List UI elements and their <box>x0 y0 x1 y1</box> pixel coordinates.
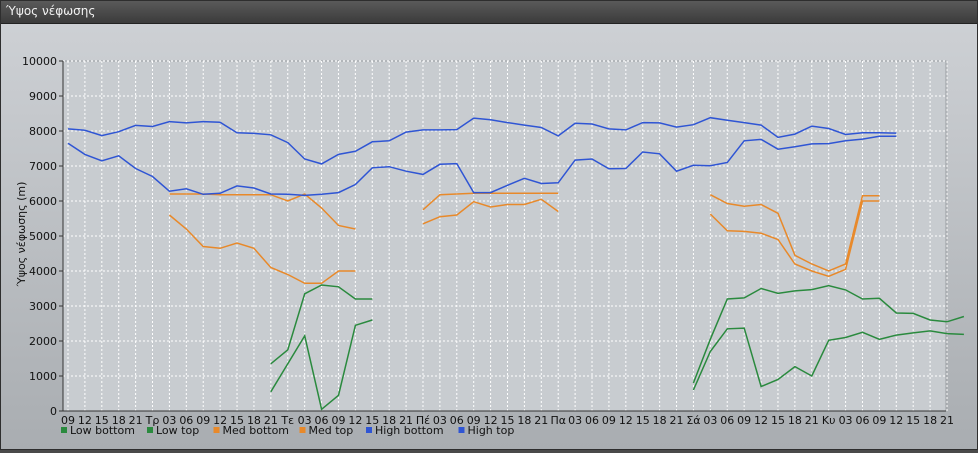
legend-swatch <box>458 427 465 433</box>
x-tick-label: 03 <box>703 414 717 427</box>
x-tick-label: 06 <box>179 414 193 427</box>
x-tick-label: 06 <box>585 414 599 427</box>
x-tick-label: 12 <box>213 414 227 427</box>
legend-swatch <box>366 427 372 433</box>
series-line-med-bottom <box>168 214 356 285</box>
x-tick-label: 06 <box>450 414 464 427</box>
x-tick-label: 21 <box>129 414 143 427</box>
series-line-low-top <box>270 319 373 411</box>
y-tick-label: 8000 <box>29 125 57 138</box>
x-tick-label: 21 <box>940 414 954 427</box>
x-tick-label: 12 <box>754 414 768 427</box>
cloud-height-chart: 0 1000 2000 3000 4000 5000 6000 7000 8000 9000 100… <box>15 55 965 437</box>
x-tick-label: 18 <box>653 414 667 427</box>
x-tick-label: 06 <box>720 414 734 427</box>
series-line-med-bottom <box>709 200 880 278</box>
series-line-med-bottom <box>422 198 559 225</box>
x-tick-label: 03 <box>433 414 447 427</box>
x-tick-label: 18 <box>247 414 261 427</box>
x-tick-label: 18 <box>788 414 802 427</box>
x-tick-label: Τε <box>280 414 294 427</box>
y-tick-label: 10000 <box>22 55 57 68</box>
legend-label: Low top <box>156 424 199 437</box>
series-line-high-top <box>67 116 897 165</box>
series-line-low-bottom <box>270 284 373 365</box>
x-tick-label: 09 <box>467 414 481 427</box>
x-tick-label: Τρ <box>145 414 160 427</box>
x-tick-label: 12 <box>348 414 362 427</box>
y-tick-label: 2000 <box>29 335 57 348</box>
x-tick-label: 18 <box>923 414 937 427</box>
x-tick-label: 12 <box>619 414 633 427</box>
x-tick-label: 21 <box>805 414 819 427</box>
x-tick-label: 15 <box>906 414 920 427</box>
x-tick-label: 03 <box>162 414 176 427</box>
x-tick-label: 18 <box>382 414 396 427</box>
series-line-high-bottom <box>67 135 897 197</box>
x-tick-label: Κυ <box>822 414 836 427</box>
x-tick-label: 06 <box>855 414 869 427</box>
x-tick-label: Πα <box>550 414 566 427</box>
legend-label: Low bottom <box>70 424 135 437</box>
x-tick-label: 15 <box>636 414 650 427</box>
series-line-med-top <box>709 194 880 272</box>
x-tick-label: 03 <box>568 414 582 427</box>
legend-swatch <box>61 427 67 433</box>
x-tick-label: 18 <box>517 414 531 427</box>
x-tick-label: 12 <box>78 414 92 427</box>
x-tick-label: 09 <box>61 414 75 427</box>
x-tick-label: 15 <box>95 414 109 427</box>
legend-label: High top <box>468 424 515 437</box>
y-tick-label: 6000 <box>29 195 57 208</box>
legend-label: Med top <box>309 424 354 437</box>
window-title: Ύψος νέφωσης <box>6 4 96 18</box>
y-tick-label: 1000 <box>29 370 57 383</box>
series-line-low-top <box>692 327 964 391</box>
y-tick-label: 4000 <box>29 265 57 278</box>
x-tick-label: 21 <box>399 414 413 427</box>
x-tick-label: 12 <box>889 414 903 427</box>
legend-label: High bottom <box>375 424 444 437</box>
y-tick-label: 5000 <box>29 230 57 243</box>
title-bar: Ύψος νέφωσης <box>1 1 977 24</box>
x-tick-label: 09 <box>872 414 886 427</box>
x-tick-label: 21 <box>534 414 548 427</box>
x-tick-label: 18 <box>112 414 126 427</box>
x-tick-label: 09 <box>737 414 751 427</box>
x-tick-label: 06 <box>315 414 329 427</box>
x-tick-label: 09 <box>602 414 616 427</box>
x-tick-label: 15 <box>365 414 379 427</box>
x-tick-label: 21 <box>264 414 278 427</box>
y-axis-label: Ύψος νέφωσης (m) <box>15 182 28 288</box>
x-tick-label: Πέ <box>416 414 430 427</box>
y-tick-label: 0 <box>50 405 57 418</box>
x-tick-label: 03 <box>298 414 312 427</box>
x-tick-label: 15 <box>230 414 244 427</box>
x-tick-label: 12 <box>484 414 498 427</box>
x-tick-label: 03 <box>839 414 853 427</box>
x-tick-label: 09 <box>196 414 210 427</box>
legend-swatch <box>147 427 153 433</box>
x-tick-label: 15 <box>771 414 785 427</box>
series-line-low-bottom <box>692 284 965 384</box>
x-tick-label: Σά <box>686 414 700 427</box>
y-tick-label: 9000 <box>29 90 57 103</box>
legend-swatch <box>299 427 306 433</box>
x-tick-label: 21 <box>670 414 684 427</box>
chart-area: 0 1000 2000 3000 4000 5000 6000 7000 8000 9000 100… <box>1 24 977 453</box>
x-tick-label: 15 <box>501 414 515 427</box>
x-tick-label: 09 <box>331 414 345 427</box>
y-tick-label: 7000 <box>29 160 57 173</box>
legend-label: Med bottom <box>223 424 290 437</box>
legend-swatch <box>213 427 220 433</box>
y-tick-label: 3000 <box>29 300 57 313</box>
